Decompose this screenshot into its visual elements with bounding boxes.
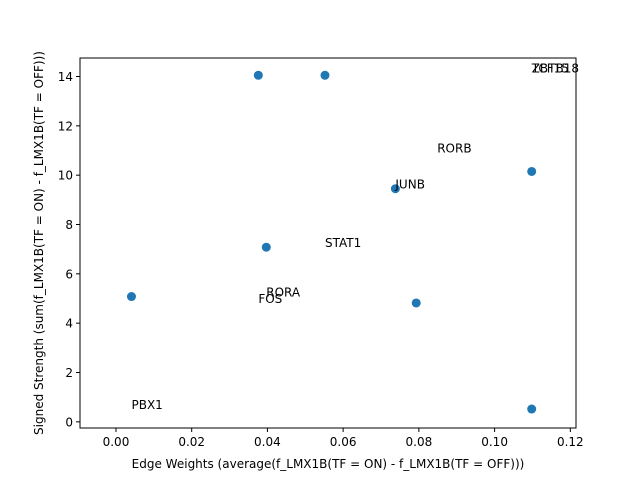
annotation-zbtb18: ZBTB18 — [532, 61, 579, 75]
data-point-5 — [126, 292, 136, 302]
annotation-tcf15: TCF15 — [531, 61, 569, 75]
annotation-rorb: RORB — [437, 141, 471, 155]
y-tick-label-0: 0 — [65, 415, 73, 429]
data-point-2 — [390, 184, 400, 194]
x-tick-label-1: 0.02 — [178, 435, 205, 449]
x-tick-label-6: 0.12 — [557, 435, 584, 449]
data-point-0 — [253, 70, 263, 80]
x-tick-label-0: 0.00 — [103, 435, 130, 449]
y-tick-label-7: 14 — [58, 70, 73, 84]
y-axis-label: Signed Strength (sum(f_LMX1B(TF = ON) - … — [32, 51, 46, 435]
data-point-1 — [320, 70, 330, 80]
plot-frame — [79, 57, 577, 429]
data-points — [126, 70, 537, 414]
data-point-3 — [527, 166, 537, 176]
y-tick-label-5: 10 — [58, 169, 73, 183]
x-tick-label-3: 0.06 — [330, 435, 357, 449]
x-tick-label-5: 0.10 — [481, 435, 508, 449]
annotation-pbx1: PBX1 — [131, 398, 162, 412]
plot-area — [80, 58, 576, 428]
annotation-fos: FOS — [258, 292, 282, 306]
y-tick-label-4: 8 — [65, 218, 73, 232]
annotation-rora: RORA — [266, 286, 301, 300]
annotation-stat1: STAT1 — [325, 236, 361, 250]
y-tick-label-1: 2 — [65, 366, 73, 380]
x-tick-label-2: 0.04 — [254, 435, 281, 449]
annotation-junb: JUNB — [394, 178, 425, 192]
data-point-6 — [411, 298, 421, 308]
y-tick-label-3: 6 — [65, 267, 73, 281]
data-point-4 — [261, 242, 271, 252]
data-point-7 — [527, 404, 537, 414]
y-tick-label-6: 12 — [58, 119, 73, 133]
y-tick-label-2: 4 — [65, 317, 73, 331]
x-tick-label-4: 0.08 — [406, 435, 433, 449]
x-axis-ticks: 0.00 0.02 0.04 0.06 0.08 0.10 0.12 — [103, 428, 584, 449]
x-axis-label: Edge Weights (average(f_LMX1B(TF = ON) -… — [132, 457, 525, 471]
y-axis-ticks: 0 2 4 6 8 10 12 14 — [58, 70, 80, 429]
